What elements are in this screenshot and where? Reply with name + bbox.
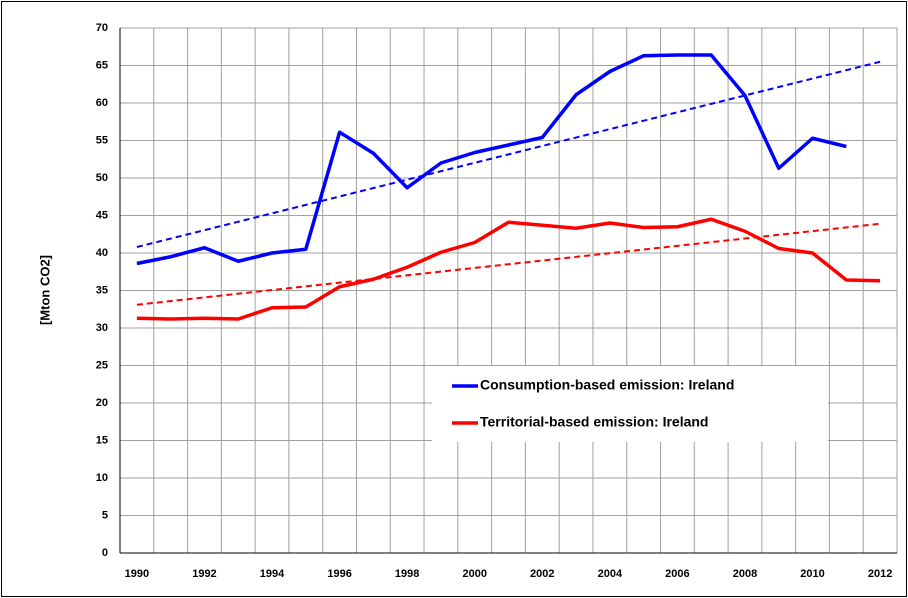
y-tick-label: 25 xyxy=(96,359,108,371)
y-tick-label: 15 xyxy=(96,434,108,446)
x-tick-label: 2004 xyxy=(598,568,623,580)
x-tick-label: 1998 xyxy=(395,568,419,580)
y-tick-label: 40 xyxy=(96,247,108,259)
x-tick-label: 2008 xyxy=(733,568,757,580)
y-tick-label: 55 xyxy=(96,134,108,146)
y-tick-label: 60 xyxy=(96,97,108,109)
y-tick-label: 30 xyxy=(96,322,108,334)
y-tick-label: 35 xyxy=(96,284,108,296)
legend-label: Consumption-based emission: Ireland xyxy=(480,377,734,393)
x-tick-label: 2006 xyxy=(665,568,689,580)
y-tick-label: 20 xyxy=(96,397,108,409)
trend-line xyxy=(136,60,881,248)
x-tick-label: 2012 xyxy=(868,568,892,580)
x-tick-label: 1994 xyxy=(260,568,285,580)
legend-label: Territorial-based emission: Ireland xyxy=(480,414,708,430)
y-axis-label: [Mton CO2] xyxy=(37,255,52,325)
x-tick-label: 2010 xyxy=(800,568,824,580)
y-tick-label: 70 xyxy=(96,22,108,34)
y-tick-label: 50 xyxy=(96,172,108,184)
x-tick-label: 1996 xyxy=(327,568,351,580)
series-line xyxy=(136,217,881,321)
y-tick-label: 0 xyxy=(102,547,108,559)
x-tick-label: 1992 xyxy=(192,568,216,580)
legend xyxy=(432,366,828,442)
x-tick-label: 2002 xyxy=(530,568,554,580)
y-tick-label: 5 xyxy=(102,509,108,521)
y-tick-label: 45 xyxy=(96,209,108,221)
y-tick-label: 65 xyxy=(96,59,108,71)
series-line xyxy=(136,53,847,266)
x-tick-label: 1990 xyxy=(125,568,149,580)
x-tick-label: 2000 xyxy=(462,568,486,580)
y-tick-label: 10 xyxy=(96,472,108,484)
